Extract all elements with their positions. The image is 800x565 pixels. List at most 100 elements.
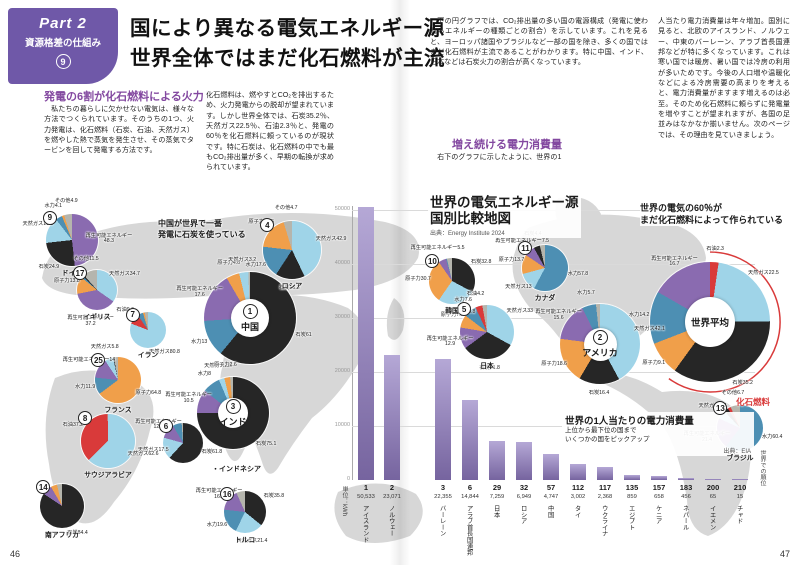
bar-value: 4,747 <box>543 494 559 500</box>
bar-axis-tick: 50000 <box>334 206 350 212</box>
country-name: イラン <box>137 352 159 359</box>
bar-axis-tick: 20000 <box>334 368 350 374</box>
indonesia-annotation: ・インドネシア <box>212 466 261 473</box>
country-rank-badge: 8 <box>78 411 93 426</box>
bar-value: 22,355 <box>434 494 452 500</box>
country-name: 日本 <box>480 363 494 370</box>
consumption-bar <box>516 442 532 480</box>
map-comparison-title: 世界の電気エネルギー源 国別比較地図 出典：Energy Institute 2… <box>428 194 581 239</box>
consumption-bar <box>597 467 613 480</box>
country-rank-badge: 17 <box>73 266 87 280</box>
bar-chart-source: 出典：EIA <box>723 448 751 455</box>
series-label: 資源格差の仕組み <box>24 38 101 49</box>
body-col5: 人当たり電力消費量は年々増加。国別に見ると、北欧のアイスランド、ノルウェー、中東… <box>658 17 790 139</box>
map-title-line2: 国別比較地図 <box>430 211 511 227</box>
country-name: 中国 <box>240 321 259 332</box>
consumption-bar <box>435 359 451 480</box>
bar-axis-line <box>352 206 353 480</box>
country-rank-badge: 6 <box>159 419 173 433</box>
country-name: アメリカ <box>582 347 618 358</box>
world-caption-line1: 世界の電気の60％が <box>640 203 723 213</box>
bar-chart-title: 世界の1人当たりの電力消費量 <box>565 416 694 427</box>
country-rank-badge: 1 <box>242 303 258 319</box>
country-rank-badge: 4 <box>260 218 275 233</box>
map-source: 出典：Energy Institute 2024 <box>430 231 505 238</box>
country-rank-badge: 2 <box>592 329 608 345</box>
body-col1: 私たちの暮らしに欠かせない電気は、様々な方法でつくられています。そのうちの1つ、… <box>44 105 194 155</box>
bar-value: 14,844 <box>461 494 479 500</box>
bar-country-label: チャド <box>735 505 743 524</box>
bar-country-label: ケニア <box>654 505 662 524</box>
bar-value: 658 <box>654 494 664 500</box>
bar-country-label: アイスランド <box>361 505 369 543</box>
bar-rank: 117 <box>598 483 612 492</box>
consumption-bar <box>462 400 478 480</box>
consumption-bar <box>384 355 400 480</box>
bar-country-label: イエメン <box>708 505 716 531</box>
body-col3: 下の円グラフでは、CO₂排出量の多い国の電源構成（発電に使われるエネルギーの種類… <box>430 17 648 67</box>
page-number-left: 46 <box>10 549 21 559</box>
country-name: ブラジル <box>726 455 754 462</box>
bar-value: 50,533 <box>357 494 375 500</box>
bar-rank: 183 <box>679 483 693 492</box>
bar-value: 15 <box>736 494 744 500</box>
bar-axis-tick: 40000 <box>334 260 350 266</box>
chapter-number-icon: 9 <box>55 54 71 69</box>
country-rank-badge: 11 <box>518 241 533 256</box>
bar-rank: 6 <box>467 483 473 492</box>
country-rank-badge: 13 <box>713 401 728 416</box>
world-caption-line2: まだ化石燃料によって作られている <box>640 215 784 226</box>
world-rank-axis-caption: 世界での順位 <box>759 450 765 486</box>
page-title-line2: 世界全体ではまだ化石燃料が主流 <box>130 46 445 70</box>
country-name: 韓国 <box>445 308 459 315</box>
section-heading-consumption: 増え続ける電力消費量 <box>452 139 562 151</box>
china-annotation-line2: 発電に石炭を使っている <box>158 229 246 239</box>
page-title-line1: 国により異なる電気エネルギー源 <box>130 17 445 40</box>
bar-chart-subtitle2: いくつかの国をピックアップ <box>565 435 650 443</box>
landmass-eurasia <box>42 213 420 299</box>
bar-rank: 1 <box>363 483 369 492</box>
country-name: サウジアラビア <box>84 472 132 479</box>
bar-rank: 200 <box>706 483 720 492</box>
bar-value: 3,002 <box>570 494 586 500</box>
bar-gridline <box>352 372 755 373</box>
consumption-bar <box>358 207 374 480</box>
bar-gridline <box>352 426 755 427</box>
country-pie <box>81 414 135 468</box>
country-rank-badge: 25 <box>91 353 106 368</box>
landmass-australia <box>334 483 423 543</box>
country-name: ロシア <box>281 283 303 290</box>
map-title-line1: 世界の電気エネルギー源 <box>430 195 579 210</box>
country-pie <box>460 305 514 359</box>
bar-axis-tick: 30000 <box>334 314 350 320</box>
bar-rank: 135 <box>625 483 639 492</box>
bar-country-label: ノルウェー <box>387 505 395 537</box>
bar-rank: 57 <box>546 483 556 492</box>
bar-value: 2,368 <box>597 494 613 500</box>
consumption-bar <box>543 454 559 480</box>
bar-axis-tick: 10000 <box>334 422 350 428</box>
country-pie-center: 3 インド <box>218 398 248 428</box>
country-name: ドイツ <box>61 270 83 277</box>
consumption-bar <box>651 476 667 480</box>
bar-value: 23,071 <box>383 494 401 500</box>
country-pie <box>263 221 321 279</box>
bar-value: 859 <box>627 494 637 500</box>
china-annotation-line1: 中国が世界で一番 <box>158 219 222 228</box>
china-annotation: 中国が世界で一番 発電に石炭を使っている <box>158 219 260 241</box>
bar-country-label: 日本 <box>492 505 500 518</box>
bar-rank: 210 <box>733 483 747 492</box>
bar-country-label: エジプト <box>627 505 635 531</box>
bar-country-label: アラブ首長国連邦 <box>465 505 473 556</box>
country-rank-badge: 3 <box>225 398 241 414</box>
bar-rank: 112 <box>571 483 585 492</box>
country-name: フランス <box>104 407 132 414</box>
country-rank-badge: 16 <box>220 487 235 502</box>
consumption-bar <box>705 479 721 480</box>
bar-value: 7,259 <box>489 494 505 500</box>
fossil-fuel-label: 化石燃料 <box>735 397 770 407</box>
bar-country-label: タイ <box>573 505 581 518</box>
country-name: カナダ <box>534 295 556 302</box>
part-badge: Part 2 資源格差の仕組み 9 <box>8 8 118 84</box>
